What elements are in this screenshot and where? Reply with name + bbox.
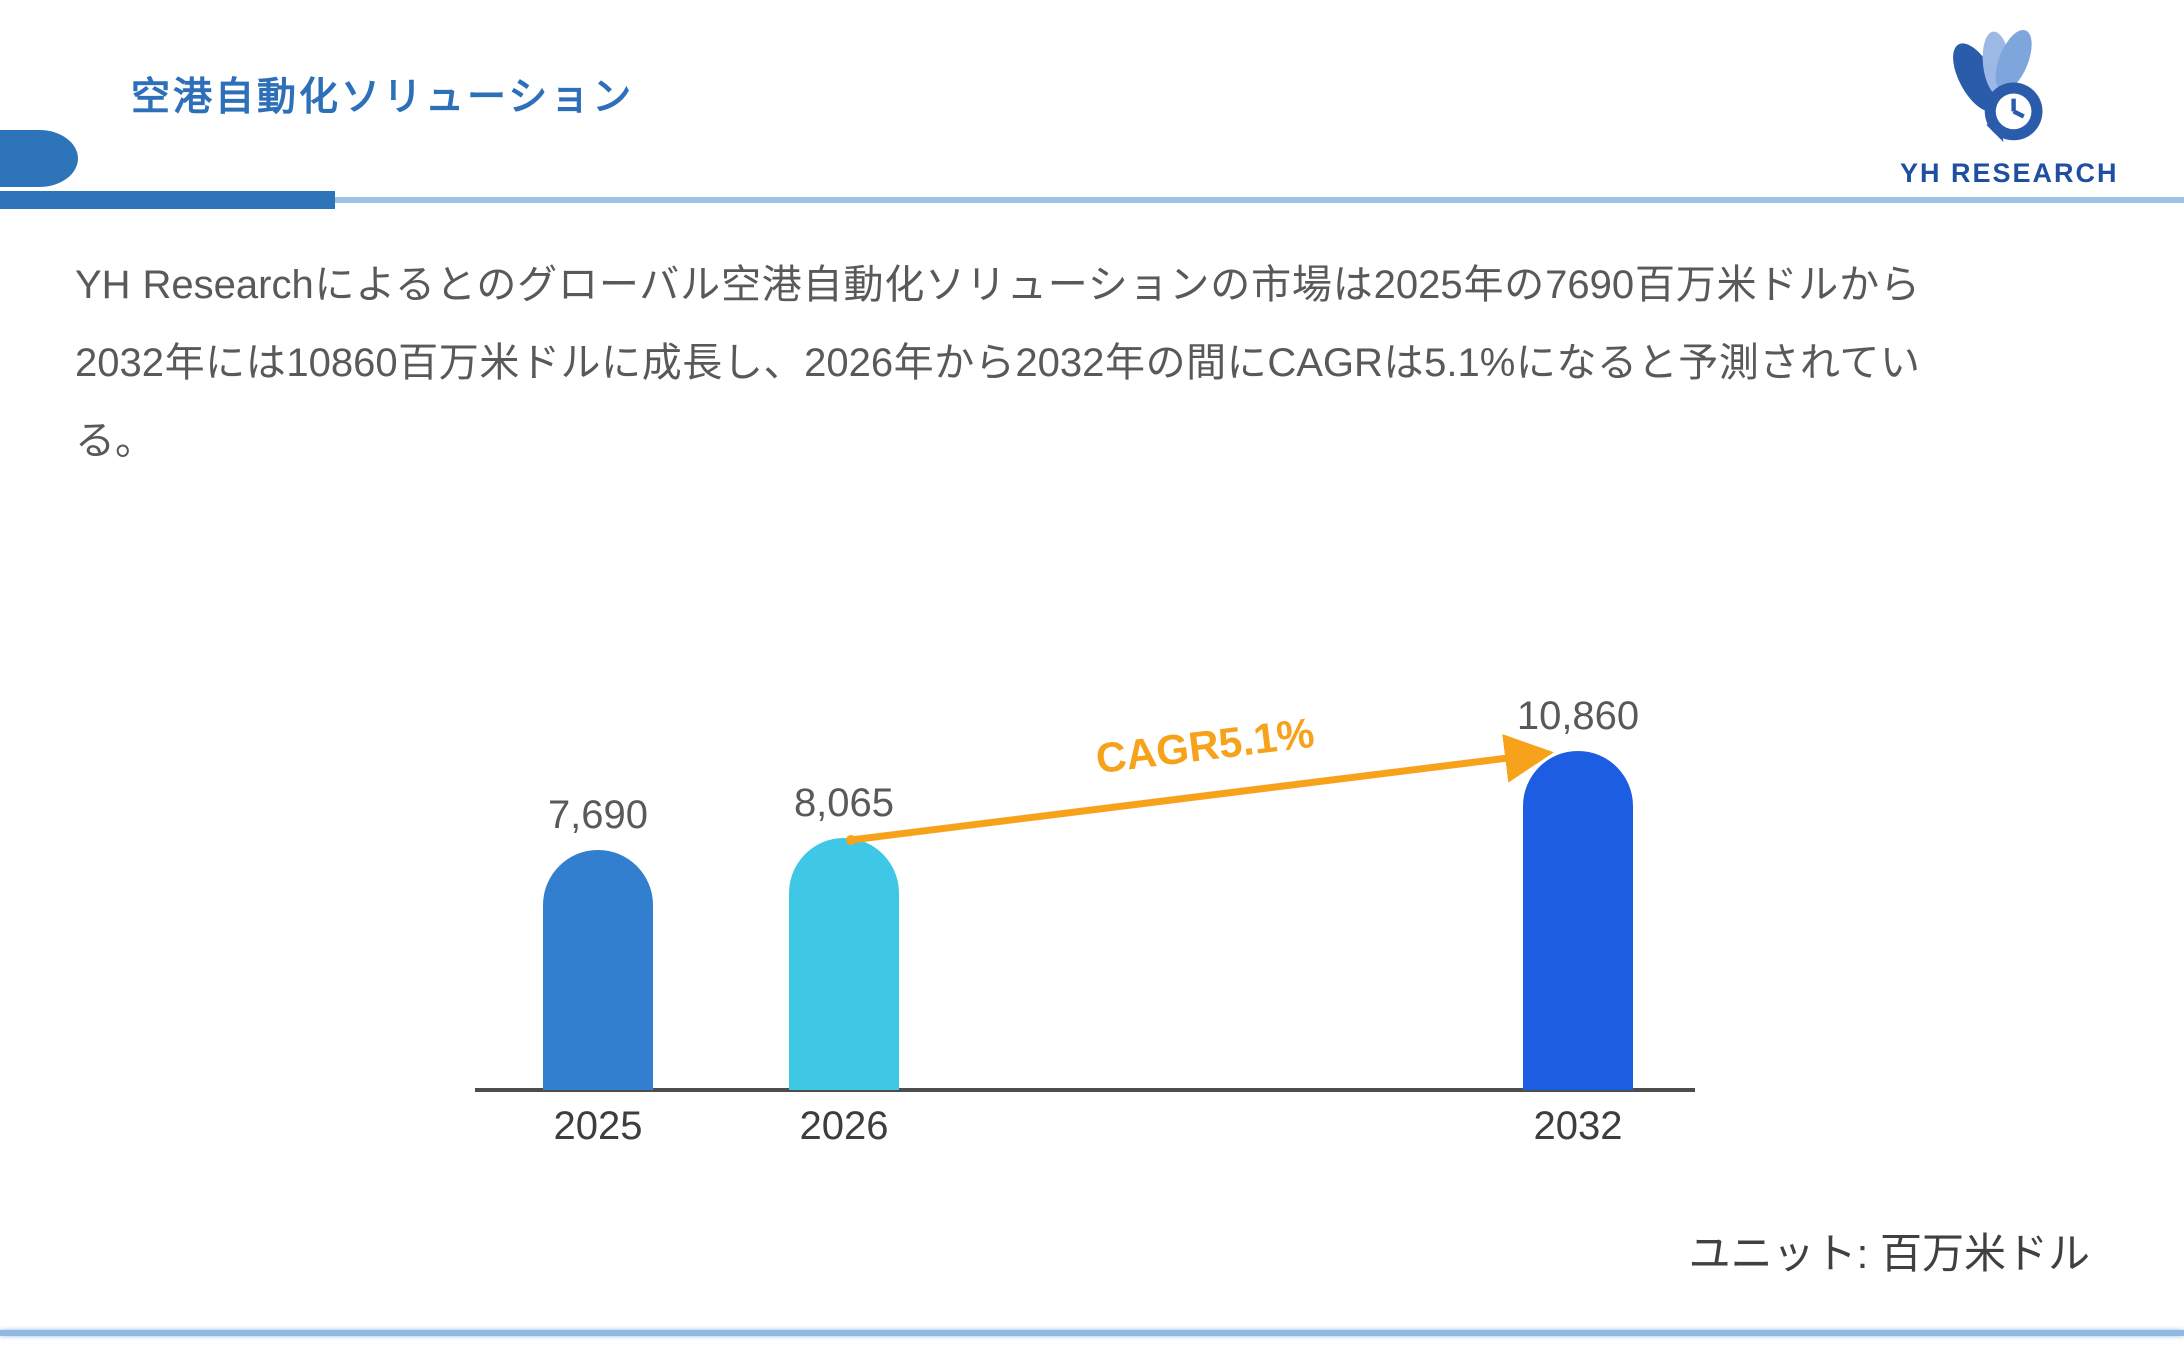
header-divider-line: [0, 197, 2184, 203]
brand-logo: YH RESEARCH: [1900, 26, 2119, 189]
bar-value-label: 7,690: [547, 793, 649, 837]
page-title: 空港自動化ソリューション: [131, 76, 635, 119]
bar-shape-2026: [789, 838, 899, 1090]
x-tick-2025: 2025: [553, 1104, 643, 1148]
unit-label: ユニット: 百万米ドル: [1688, 1230, 2090, 1277]
bar-shape-2032: [1523, 751, 1633, 1090]
bar-shape-2025: [543, 850, 653, 1090]
x-axis-line: [475, 1088, 1695, 1092]
yh-research-logo-icon: [1953, 29, 2043, 142]
bar-value-label: 8,065: [793, 781, 895, 825]
header-accent-bar: [0, 191, 335, 209]
bar-2025: 7,690: [542, 793, 654, 1090]
x-tick-2032: 2032: [1533, 1104, 1623, 1148]
header-accent-tab: [0, 130, 78, 187]
cagr-arrow-icon: [846, 734, 1554, 845]
x-tick-2026: 2026: [799, 1104, 889, 1148]
bar-value-label: 10,860: [1516, 694, 1640, 738]
bar-2026: 8,065: [788, 781, 900, 1090]
bar-2032: 10,860: [1517, 694, 1639, 1090]
brand-name: YH RESEARCH: [1900, 158, 2119, 188]
footer-divider-line: [0, 1330, 2184, 1336]
market-summary-text: YH Researchによるとのグローバル空港自動化ソリューションの市場は202…: [75, 263, 1920, 463]
